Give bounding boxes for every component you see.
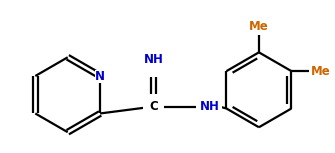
Text: NH: NH xyxy=(143,53,163,66)
Text: NH: NH xyxy=(200,100,220,113)
Text: Me: Me xyxy=(249,20,269,33)
Text: C: C xyxy=(149,100,158,113)
Text: Me: Me xyxy=(311,65,331,78)
Text: N: N xyxy=(95,69,105,82)
